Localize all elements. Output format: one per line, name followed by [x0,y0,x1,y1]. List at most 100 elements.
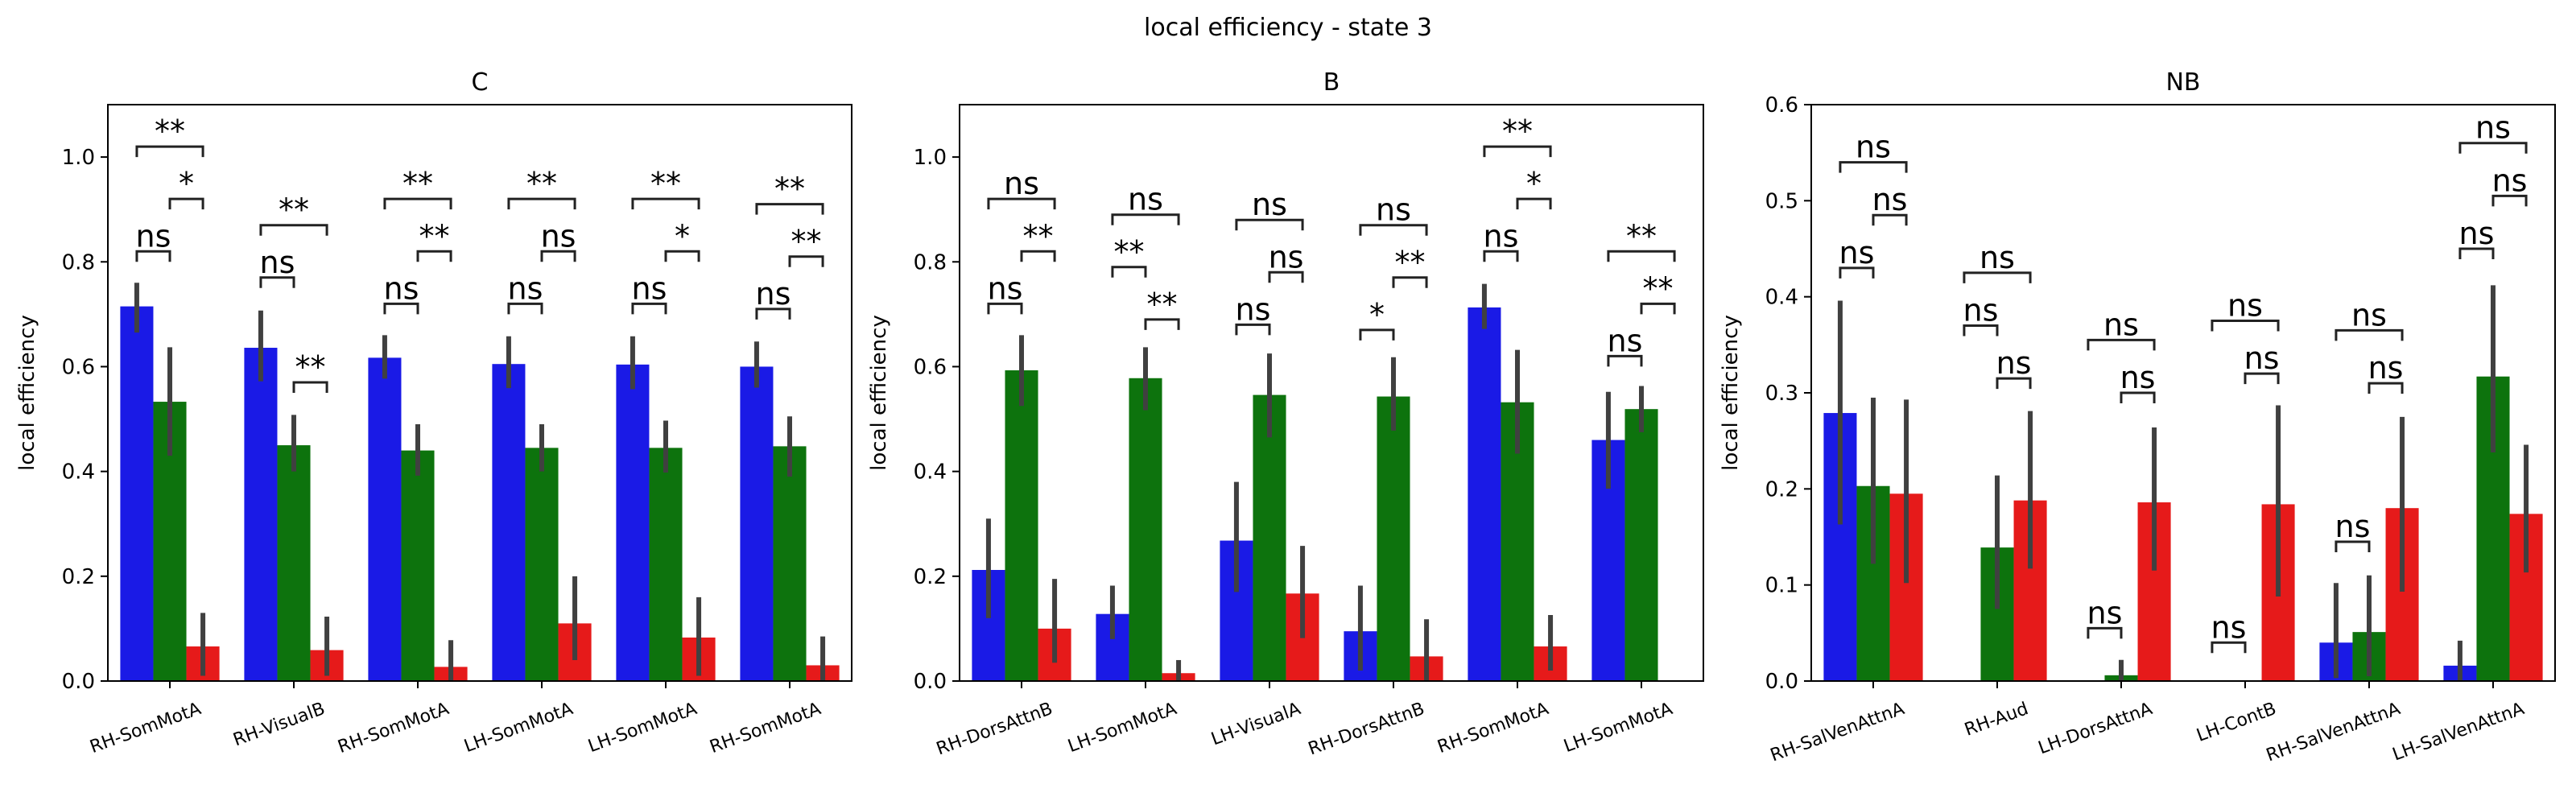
significance-label: ** [419,218,450,254]
significance-bracket [664,250,700,262]
y-tick-label: 0.2 [1765,477,1798,502]
significance-bracket [383,197,452,210]
significance-label: * [1369,297,1385,332]
bar [649,448,683,681]
significance-label: ns [2459,216,2495,251]
significance-bracket [416,250,452,262]
significance-label: ns [2087,595,2123,630]
significance-label: ** [295,349,326,385]
significance-label: ** [155,114,185,149]
significance-bracket [1483,145,1552,158]
significance-label: ns [541,218,576,254]
significance-bracket [507,197,576,210]
significance-label: ns [2475,110,2511,146]
significance-bracket [1268,270,1304,283]
significance-bracket [507,302,543,315]
significance-label: ns [508,270,543,306]
significance-bracket [631,197,700,210]
significance-label: ** [402,166,433,201]
significance-label: ns [1839,235,1875,270]
significance-bracket [1235,218,1304,231]
significance-bracket [1359,328,1395,341]
significance-label: ns [1856,130,1891,165]
axes-frame [959,104,1704,682]
significance-label: ns [1996,345,2032,381]
bar [277,445,311,681]
y-tick-label: 0.0 [1765,670,1798,694]
significance-bracket [1996,377,2032,390]
bar [1468,307,1501,681]
y-tick-label: 0.6 [1765,93,1798,118]
significance-bracket [1144,318,1180,330]
significance-label: ns [988,270,1023,306]
significance-bracket [755,203,824,215]
significance-label: ns [2492,163,2528,198]
significance-bracket [2087,338,2156,351]
significance-bracket [383,302,419,315]
significance-label: ns [1979,240,2015,275]
significance-label: ns [2244,341,2280,376]
significance-bracket [2334,540,2371,552]
significance-bracket [1235,323,1271,336]
significance-bracket [1483,250,1519,262]
significance-label: * [179,166,194,201]
bar [1624,409,1658,681]
significance-bracket [259,276,295,288]
bar [773,446,807,681]
bar [1377,396,1410,681]
significance-label: ** [1395,245,1426,280]
significance-label: ns [1963,292,1999,328]
significance-label: ns [260,245,295,280]
significance-bracket [1607,250,1676,262]
significance-label: ** [526,166,557,201]
significance-label: ns [632,270,667,306]
significance-label: ns [2335,509,2371,544]
bar [492,364,526,681]
bar [1253,394,1286,681]
significance-bracket [2244,372,2280,385]
significance-label: ** [1502,114,1533,149]
panel-title: C [472,68,489,97]
significance-bracket [1392,276,1428,288]
panel-title: B [1323,68,1340,97]
significance-label: ** [1023,218,1054,254]
significance-label: * [675,218,690,254]
significance-bracket [2458,142,2528,154]
significance-bracket [2334,328,2404,341]
axes-frame [107,104,852,682]
significance-label: ns [1004,166,1039,201]
y-tick-label: 0.0 [62,670,95,694]
significance-bracket [788,255,824,267]
y-tick-label: 0.6 [914,355,947,379]
significance-bracket [1963,271,2032,283]
y-axis-label: local efficiency [867,315,891,471]
significance-label: ns [1128,182,1163,217]
significance-bracket [259,224,328,236]
y-tick-label: 0.2 [914,565,947,589]
y-tick-label: 1.0 [914,146,947,170]
significance-label: ** [1147,287,1178,322]
bar [368,357,402,681]
significance-label: ns [1236,291,1271,327]
y-tick-label: 0.0 [914,670,947,694]
significance-label: ns [2227,288,2263,324]
y-axis-label: local efficiency [1719,315,1743,471]
significance-bracket [2120,391,2156,403]
significance-label: ns [2103,307,2139,342]
significance-label: ** [791,224,822,259]
significance-bracket [1020,250,1056,262]
bar [616,364,650,681]
significance-label: ** [1113,234,1144,270]
significance-label: ** [650,166,681,201]
significance-label: ns [1376,192,1411,228]
y-tick-label: 0.4 [914,460,947,485]
significance-bracket [1839,266,1875,279]
y-tick-label: 0.1 [1765,574,1798,598]
significance-bracket [1359,224,1428,236]
significance-label: ns [2120,360,2156,395]
bar [525,448,559,681]
significance-bracket [2211,641,2247,654]
significance-label: ns [2351,297,2387,332]
significance-bracket [1872,213,1908,226]
significance-label: ns [756,276,791,312]
